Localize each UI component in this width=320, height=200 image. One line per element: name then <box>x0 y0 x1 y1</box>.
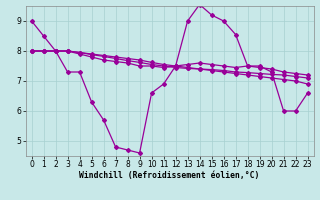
X-axis label: Windchill (Refroidissement éolien,°C): Windchill (Refroidissement éolien,°C) <box>79 171 260 180</box>
